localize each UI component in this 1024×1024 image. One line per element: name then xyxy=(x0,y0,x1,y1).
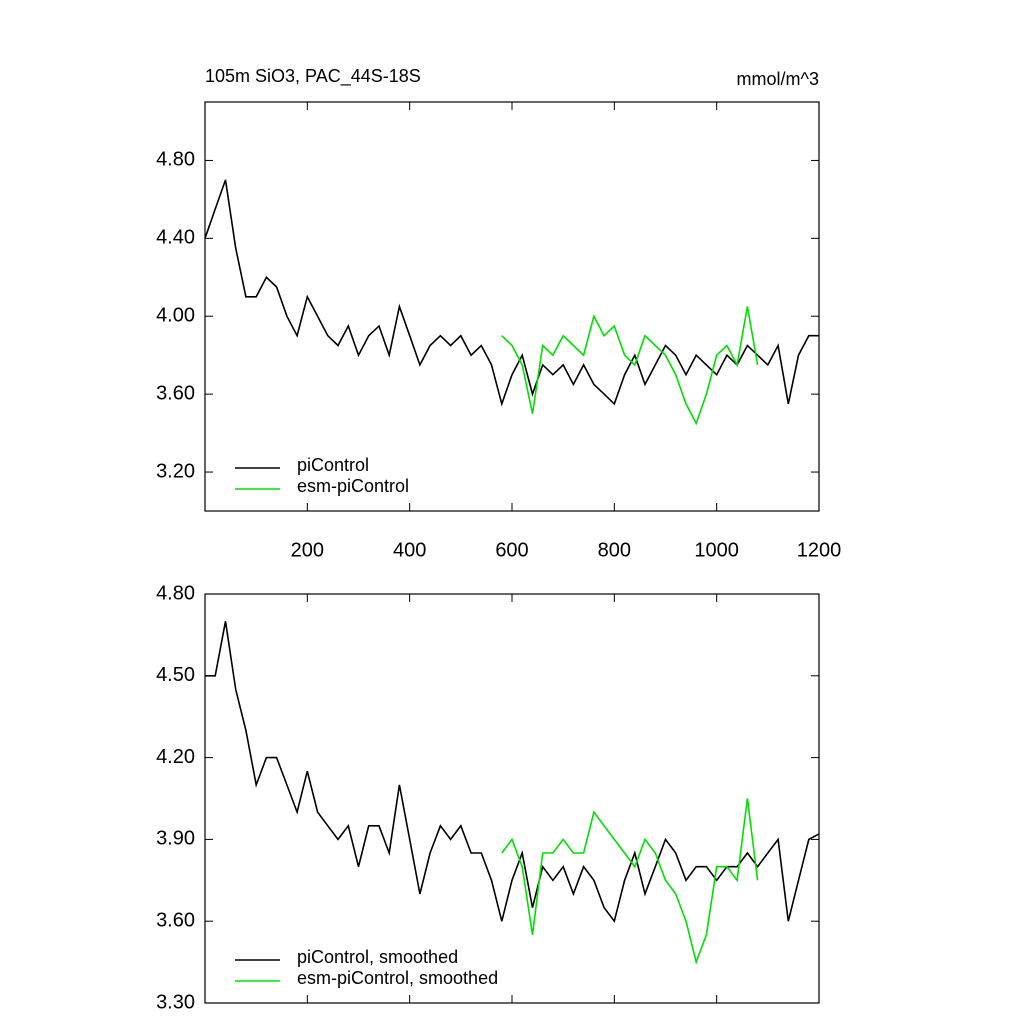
legend-label: piControl xyxy=(297,455,369,475)
y-tick-label: 4.50 xyxy=(156,664,195,686)
y-tick-label: 4.20 xyxy=(156,746,195,768)
legend-label: esm-piControl, smoothed xyxy=(297,968,498,988)
units-label: mmol/m^3 xyxy=(737,69,819,89)
plot-frame xyxy=(204,593,820,1004)
y-tick-label: 4.40 xyxy=(156,227,195,249)
y-tick-label: 3.60 xyxy=(156,382,195,404)
series-line xyxy=(205,621,820,924)
x-tick-label: 800 xyxy=(598,539,631,561)
chart-title: 105m SiO3, PAC_44S-18S xyxy=(205,66,421,87)
legend-label: esm-piControl xyxy=(297,476,409,496)
y-tick-label: 3.90 xyxy=(156,828,195,850)
series-line xyxy=(501,306,759,426)
x-tick-label: 400 xyxy=(393,539,426,561)
x-tick-label: 600 xyxy=(495,539,528,561)
x-tick-label: 1000 xyxy=(694,539,739,561)
x-tick-label: 1200 xyxy=(797,539,842,561)
series-line xyxy=(501,798,759,965)
y-tick-label: 4.80 xyxy=(156,582,195,604)
y-tick-label: 3.20 xyxy=(156,460,195,482)
series-line xyxy=(204,179,819,407)
x-tick-label: 200 xyxy=(291,539,324,561)
plot-frame xyxy=(204,101,820,512)
y-tick-label: 4.00 xyxy=(156,305,195,327)
y-tick-label: 3.60 xyxy=(156,909,195,931)
y-tick-label: 3.30 xyxy=(156,991,195,1013)
legend-label: piControl, smoothed xyxy=(297,947,458,967)
y-tick-label: 4.80 xyxy=(156,149,195,171)
